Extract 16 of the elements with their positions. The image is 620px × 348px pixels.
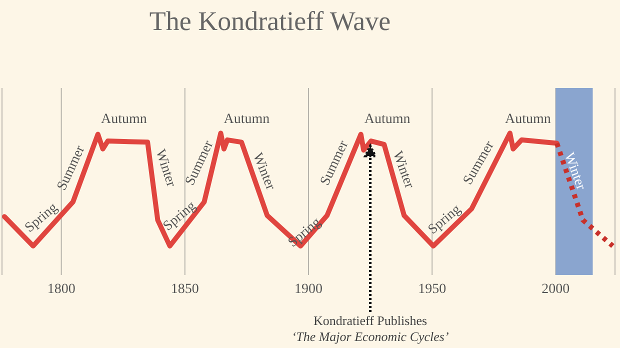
band-label: Winter xyxy=(560,150,588,192)
text: Autumn xyxy=(505,112,551,128)
x-tick-label: 1950 xyxy=(418,282,446,297)
text: Autumn xyxy=(101,112,147,128)
x-tick-label: 1850 xyxy=(170,282,199,297)
text: Autumn xyxy=(364,112,410,128)
annotation: Winter xyxy=(249,151,278,192)
text: Autumn xyxy=(224,112,270,128)
x-tick-label: 1900 xyxy=(294,282,322,297)
text: ‘The Major Economic Cycles’ xyxy=(292,329,449,344)
x-tick-label: 1800 xyxy=(47,282,76,297)
annotation: Winter xyxy=(389,149,417,191)
annotation: Winter xyxy=(152,148,178,190)
x-tick-label: 2000 xyxy=(542,282,570,297)
chart-title: The Kondratieff Wave xyxy=(149,6,391,36)
ref-line-label: Kondratieff Publishes xyxy=(314,313,428,328)
